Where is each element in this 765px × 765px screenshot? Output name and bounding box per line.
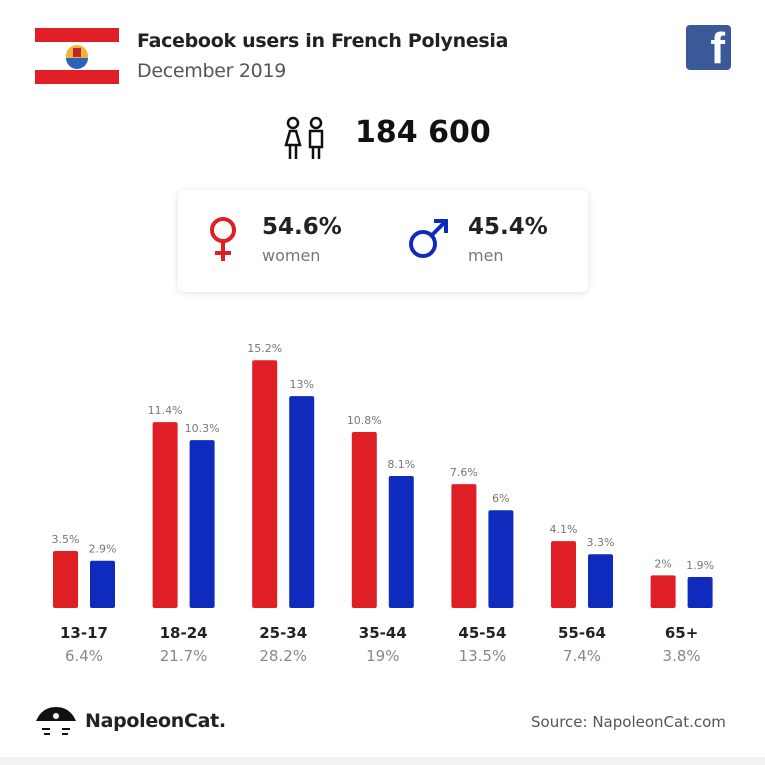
data-label-men: 2.9% [89,543,117,556]
bar-men-25-34 [289,396,315,608]
bar-women-35-44 [351,431,377,608]
female-icon [210,217,236,261]
data-label-men: 10.3% [185,422,220,435]
napoleoncat-logo-icon [36,707,76,735]
women-percentage: 54.6% [262,214,342,240]
data-label-men: 6% [492,492,509,505]
data-label-women: 7.6% [450,466,478,479]
category-total: 7.4% [563,647,601,665]
category-label: 65+ [665,624,698,642]
bar-men-18-24 [189,440,215,608]
data-label-women: 11.4% [148,404,183,417]
category-total: 21.7% [160,647,208,665]
data-label-men: 13% [289,378,313,391]
category-total: 13.5% [459,647,507,665]
gender-summary-card: 54.6% women 45.4% men [178,190,588,292]
chart-subtitle: December 2019 [137,60,287,82]
bar-men-65+ [687,577,713,608]
category-label: 13-17 [60,624,108,642]
brand-name: NapoleonCat. [85,710,226,732]
category-label: 45-54 [458,624,506,642]
category-label: 18-24 [160,624,208,642]
bar-men-13-17 [90,560,115,608]
source-text: Source: NapoleonCat.com [531,713,726,731]
data-label-women: 10.8% [347,414,382,427]
category-total: 3.8% [663,647,701,665]
data-label-men: 1.9% [686,559,714,572]
bar-women-13-17 [53,550,78,608]
category-label: 35-44 [359,624,407,642]
data-label-women: 2% [654,557,671,570]
people-icon [284,116,324,159]
category-label: 55-64 [558,624,606,642]
women-label: women [262,246,321,265]
bar-men-45-54 [488,510,514,608]
category-total: 6.4% [65,647,103,665]
male-icon [409,219,448,258]
bar-women-45-54 [451,484,477,608]
category-total: 19% [366,647,399,665]
category-label: 25-34 [259,624,307,642]
men-percentage: 45.4% [468,214,548,240]
bar-men-35-44 [388,475,414,608]
total-users: 184 600 [355,115,491,150]
data-label-women: 15.2% [247,342,282,355]
category-total: 28.2% [259,647,307,665]
data-label-women: 3.5% [52,533,80,546]
men-label: men [468,246,504,265]
footer-strip [0,757,765,765]
bar-women-55-64 [551,541,576,608]
data-label-women: 4.1% [550,523,578,536]
bar-men-55-64 [588,554,613,608]
bar-women-25-34 [252,360,278,608]
age-gender-bar-chart: 3.5% 2.9% 13-17 6.4% 11.4%10.3% 18-24 21.7% 15.… [52,342,715,665]
data-label-men: 3.3% [587,536,615,549]
bar-women-18-24 [152,422,178,608]
chart-title: Facebook users in French Polynesia [137,30,509,52]
data-label-men: 8.1% [387,458,415,471]
french-polynesia-flag-icon [35,28,119,84]
facebook-icon: f [686,24,731,73]
bar-women-65+ [650,575,676,608]
